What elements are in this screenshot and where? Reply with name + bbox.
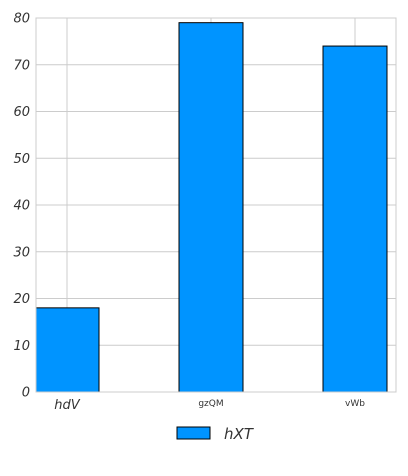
- plot-frame: [35, 17, 397, 393]
- plot-border: [35, 17, 397, 393]
- x-tick-labels: hdV gzQM vWb: [54, 398, 365, 413]
- bars: [36, 22, 388, 392]
- y-tick-label: 60: [13, 105, 30, 120]
- legend: hXT: [176, 425, 255, 443]
- y-tick-label: 80: [13, 12, 30, 27]
- y-tick-label: 30: [13, 245, 30, 260]
- legend-label: hXT: [224, 425, 255, 443]
- bar-vwb: [322, 45, 388, 392]
- y-tick-label: 40: [13, 199, 30, 214]
- y-tick-label: 10: [13, 339, 30, 354]
- bar-gzqm: [178, 22, 244, 392]
- bar-hdv: [36, 307, 100, 392]
- legend-swatch: [176, 426, 211, 440]
- x-tick-label: vWb: [345, 399, 365, 409]
- y-tick-labels: 0 10 20 30 40 50 60 70 80: [13, 12, 30, 401]
- x-tick-label: hdV: [54, 398, 80, 413]
- x-tick-label: gzQM: [198, 399, 223, 409]
- y-tick-label: 70: [13, 58, 30, 73]
- y-tick-label: 20: [13, 292, 30, 307]
- y-tick-label: 50: [13, 152, 30, 167]
- y-tick-label: 0: [22, 386, 30, 401]
